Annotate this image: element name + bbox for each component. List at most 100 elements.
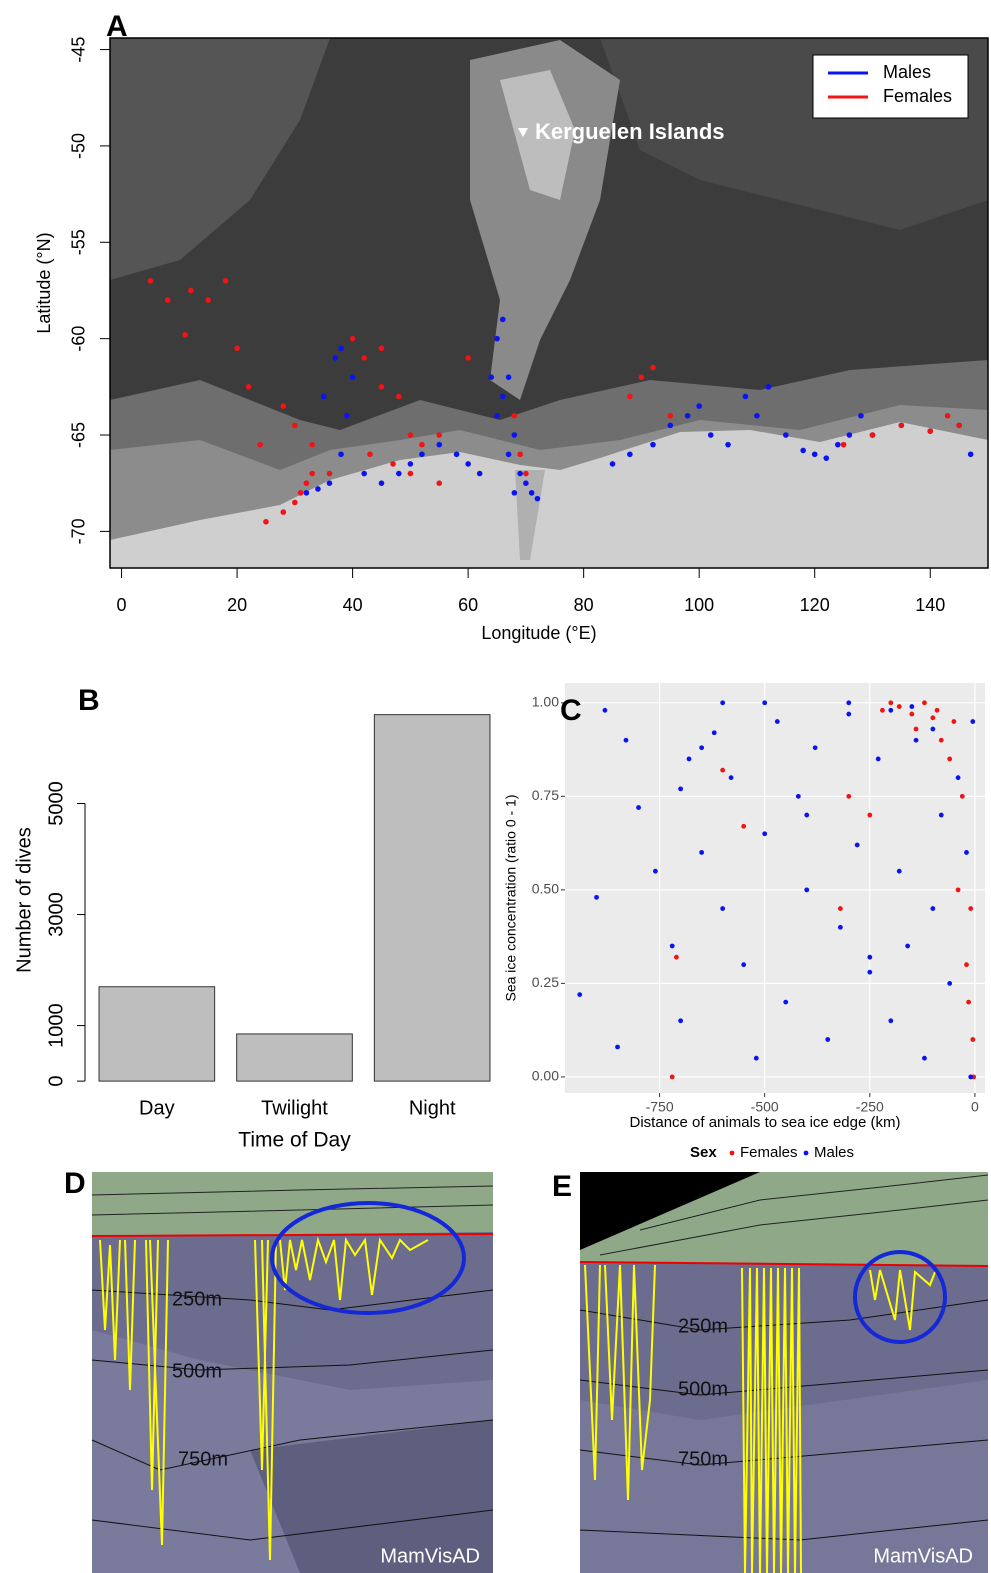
point — [854, 842, 860, 848]
track-point — [280, 403, 287, 409]
point — [720, 906, 726, 911]
render-d: 250m 500m 750m MamVisAD D — [64, 1167, 494, 1573]
point — [837, 906, 843, 911]
point — [955, 887, 961, 893]
track-point — [765, 384, 772, 390]
track-point — [257, 441, 263, 448]
legend-label: Females — [740, 1144, 798, 1161]
y-tick-label: 0.25 — [532, 974, 559, 990]
point — [741, 962, 747, 968]
x-tick-label: 40 — [343, 595, 363, 615]
point — [762, 831, 768, 837]
y-tick-label: -45 — [69, 37, 89, 63]
track-point — [627, 393, 633, 400]
track-point — [967, 451, 974, 458]
point — [711, 730, 717, 736]
track-point — [811, 451, 818, 458]
panel-letter: E — [552, 1170, 572, 1203]
track-point — [419, 441, 425, 448]
x-axis-label: Longitude (°E) — [481, 623, 596, 643]
track-point — [188, 287, 194, 294]
point — [922, 700, 927, 706]
track-point — [309, 441, 315, 448]
track-point — [245, 384, 252, 390]
track-point — [707, 432, 714, 438]
x-tick-label: Night — [409, 1097, 456, 1119]
y-tick-label: 3000 — [45, 892, 67, 937]
bar — [236, 1033, 353, 1082]
point — [795, 793, 801, 799]
x-tick-label: 0 — [117, 595, 127, 615]
x-tick-label: -500 — [751, 1099, 779, 1115]
point — [652, 868, 658, 874]
point — [837, 924, 843, 930]
point — [846, 711, 852, 717]
depth-label: 500m — [172, 1360, 222, 1382]
point — [846, 793, 852, 799]
legend-label: Males — [883, 62, 931, 82]
y-tick-label: -55 — [69, 229, 89, 255]
x-tick-label: 20 — [227, 595, 247, 615]
render-e: 250m 500m 750m MamVisAD E — [552, 1170, 989, 1573]
plot-frame — [109, 37, 989, 569]
y-tick-label: 0.00 — [532, 1068, 559, 1084]
track-point — [494, 412, 500, 419]
watermark: MamVisAD — [380, 1545, 480, 1567]
point — [938, 812, 944, 818]
track-point — [292, 499, 298, 506]
point — [686, 756, 692, 762]
legend-box — [812, 54, 969, 119]
point — [934, 707, 940, 713]
point — [867, 969, 873, 975]
track-point — [609, 461, 616, 467]
point — [888, 1018, 894, 1024]
point — [720, 700, 726, 706]
point — [947, 756, 953, 762]
track-point — [840, 441, 847, 448]
point — [669, 943, 675, 949]
track-point — [147, 278, 154, 284]
x-tick-label: 0 — [971, 1099, 979, 1115]
point — [762, 700, 768, 706]
point — [623, 737, 629, 743]
track-point — [638, 374, 645, 381]
y-tick-label: -70 — [69, 518, 89, 544]
point — [699, 745, 705, 751]
x-tick-label: 120 — [800, 595, 830, 615]
depth-label: 750m — [678, 1448, 728, 1470]
point — [968, 1074, 974, 1080]
point — [669, 1074, 675, 1080]
track-point — [517, 451, 523, 458]
track-point — [361, 355, 367, 361]
y-axis-label: Sea ice concentration (ratio 0 - 1) — [503, 795, 519, 1002]
track-point — [511, 432, 518, 438]
panel-letter: D — [64, 1167, 86, 1200]
x-tick-label: Day — [139, 1097, 175, 1119]
point — [930, 715, 936, 721]
track-point — [511, 490, 518, 496]
panel-letter: C — [560, 694, 582, 727]
x-tick-label: Twilight — [261, 1097, 328, 1119]
point — [867, 954, 873, 960]
plot-background — [565, 683, 985, 1093]
depth-label: 250m — [172, 1288, 222, 1310]
track-point — [684, 412, 691, 419]
track-point — [338, 345, 344, 352]
point — [825, 1037, 831, 1042]
track-point — [534, 495, 541, 502]
track-point — [407, 432, 414, 438]
track-point — [436, 441, 443, 448]
track-point — [396, 470, 402, 477]
track-point — [303, 490, 310, 496]
point — [930, 726, 936, 732]
y-axis-label: Latitude (°N) — [34, 232, 54, 333]
point — [804, 887, 810, 893]
depth-label: 750m — [178, 1448, 228, 1470]
point — [812, 745, 818, 751]
x-tick-label: 60 — [458, 595, 478, 615]
track-point — [182, 332, 188, 338]
panel-letter: A — [106, 10, 128, 43]
point — [966, 999, 972, 1005]
